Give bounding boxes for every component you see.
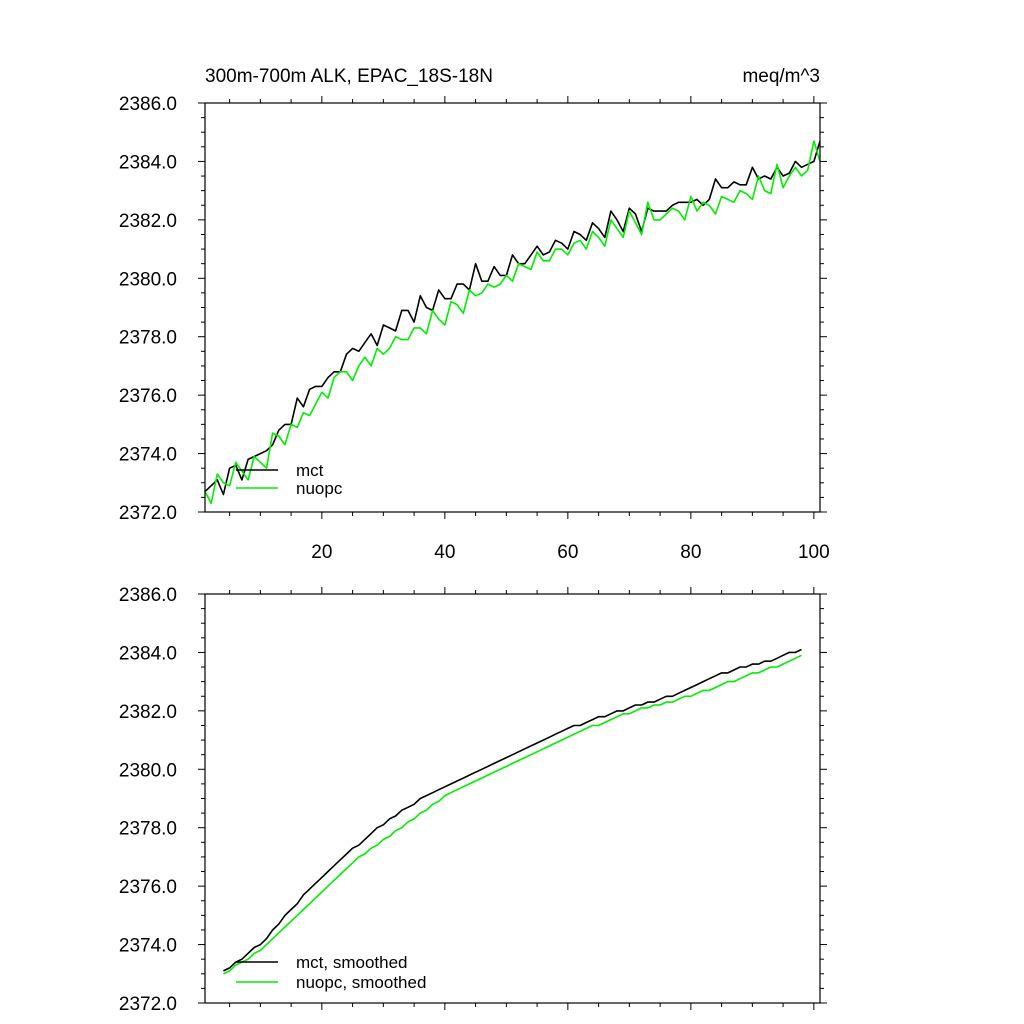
y-tick-label: 2374.0 <box>119 445 177 466</box>
legend-label: nuopc <box>296 479 343 498</box>
x-tick-label: 100 <box>798 542 830 563</box>
y-tick-label: 2376.0 <box>119 877 177 898</box>
top-panel-x-labels: 20 40 60 80 100 <box>311 542 829 563</box>
series-line-mct <box>204 140 821 496</box>
legend-label: mct <box>296 461 324 480</box>
y-tick-label: 2378.0 <box>119 819 177 840</box>
bottom-panel-y-labels: 2372.0 2374.0 2376.0 2378.0 2380.0 2382.0 2384… <box>119 585 177 1015</box>
y-tick-label: 2386.0 <box>119 94 177 115</box>
top-panel-series <box>204 140 821 505</box>
legend-label: nuopc, smoothed <box>296 973 426 992</box>
x-tick-label: 20 <box>311 542 332 563</box>
y-tick-label: 2384.0 <box>119 643 177 664</box>
top-panel-y-labels: 2372.0 2374.0 2376.0 2378.0 2380.0 2382.0 2384… <box>119 94 177 524</box>
units-label: meq/m^3 <box>742 66 820 87</box>
y-tick-label: 2382.0 <box>119 702 177 723</box>
series-line-nuopc-smoothed <box>223 654 802 975</box>
series-line-nuopc <box>204 140 821 505</box>
y-tick-label: 2372.0 <box>119 503 177 524</box>
x-tick-label: 60 <box>557 542 578 563</box>
series-line-mct-smoothed <box>223 648 802 972</box>
y-tick-label: 2374.0 <box>119 936 177 957</box>
bottom-panel-series <box>223 648 802 975</box>
y-tick-label: 2386.0 <box>119 585 177 606</box>
y-tick-label: 2380.0 <box>119 269 177 290</box>
top-panel-ticks <box>198 96 827 519</box>
bottom-panel-ticks <box>198 587 827 1010</box>
legend-label: mct, smoothed <box>296 953 408 972</box>
bottom-panel: 2372.0 2374.0 2376.0 2378.0 2380.0 2382.0 2384… <box>119 585 827 1015</box>
y-tick-label: 2382.0 <box>119 211 177 232</box>
y-tick-label: 2384.0 <box>119 152 177 173</box>
y-tick-label: 2372.0 <box>119 994 177 1015</box>
top-panel-frame <box>204 102 821 513</box>
x-tick-label: 40 <box>434 542 455 563</box>
top-panel: 300m-700m ALK, EPAC_18S-18N meq/m^3 2372… <box>119 66 830 563</box>
y-tick-label: 2378.0 <box>119 328 177 349</box>
chart-title: 300m-700m ALK, EPAC_18S-18N <box>205 66 493 87</box>
x-tick-label: 80 <box>680 542 701 563</box>
bottom-panel-frame <box>204 593 821 1004</box>
y-tick-label: 2376.0 <box>119 386 177 407</box>
y-tick-label: 2380.0 <box>119 760 177 781</box>
